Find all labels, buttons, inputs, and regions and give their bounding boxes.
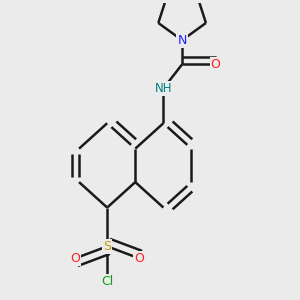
Text: Cl: Cl xyxy=(101,275,113,288)
Text: O: O xyxy=(70,252,80,265)
Text: N: N xyxy=(177,34,187,47)
Text: NH: NH xyxy=(154,82,172,95)
Text: S: S xyxy=(103,240,111,253)
Text: O: O xyxy=(134,252,144,265)
Text: O: O xyxy=(211,58,220,71)
